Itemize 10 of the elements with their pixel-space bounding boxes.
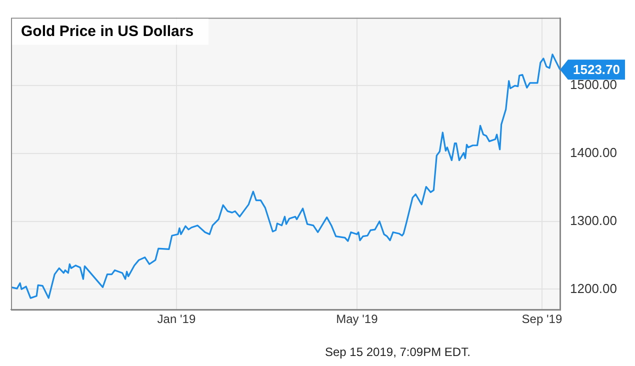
y-tick-label: 1300.00 (570, 212, 617, 228)
x-tick-label: Jan '19 (157, 312, 196, 326)
y-tick-label: 1200.00 (570, 280, 617, 296)
x-tick-label: May '19 (336, 312, 378, 326)
y-tick-label: 1400.00 (570, 145, 617, 160)
data-label: 1523.70 (573, 62, 620, 78)
x-tick-label: Sep '19 (522, 312, 562, 326)
chart-title: Gold Price in US Dollars (21, 22, 194, 40)
text: Sep 15 2019, 7:09PM EDT. (325, 345, 470, 359)
y-tick-label: 1500.00 (570, 77, 617, 92)
